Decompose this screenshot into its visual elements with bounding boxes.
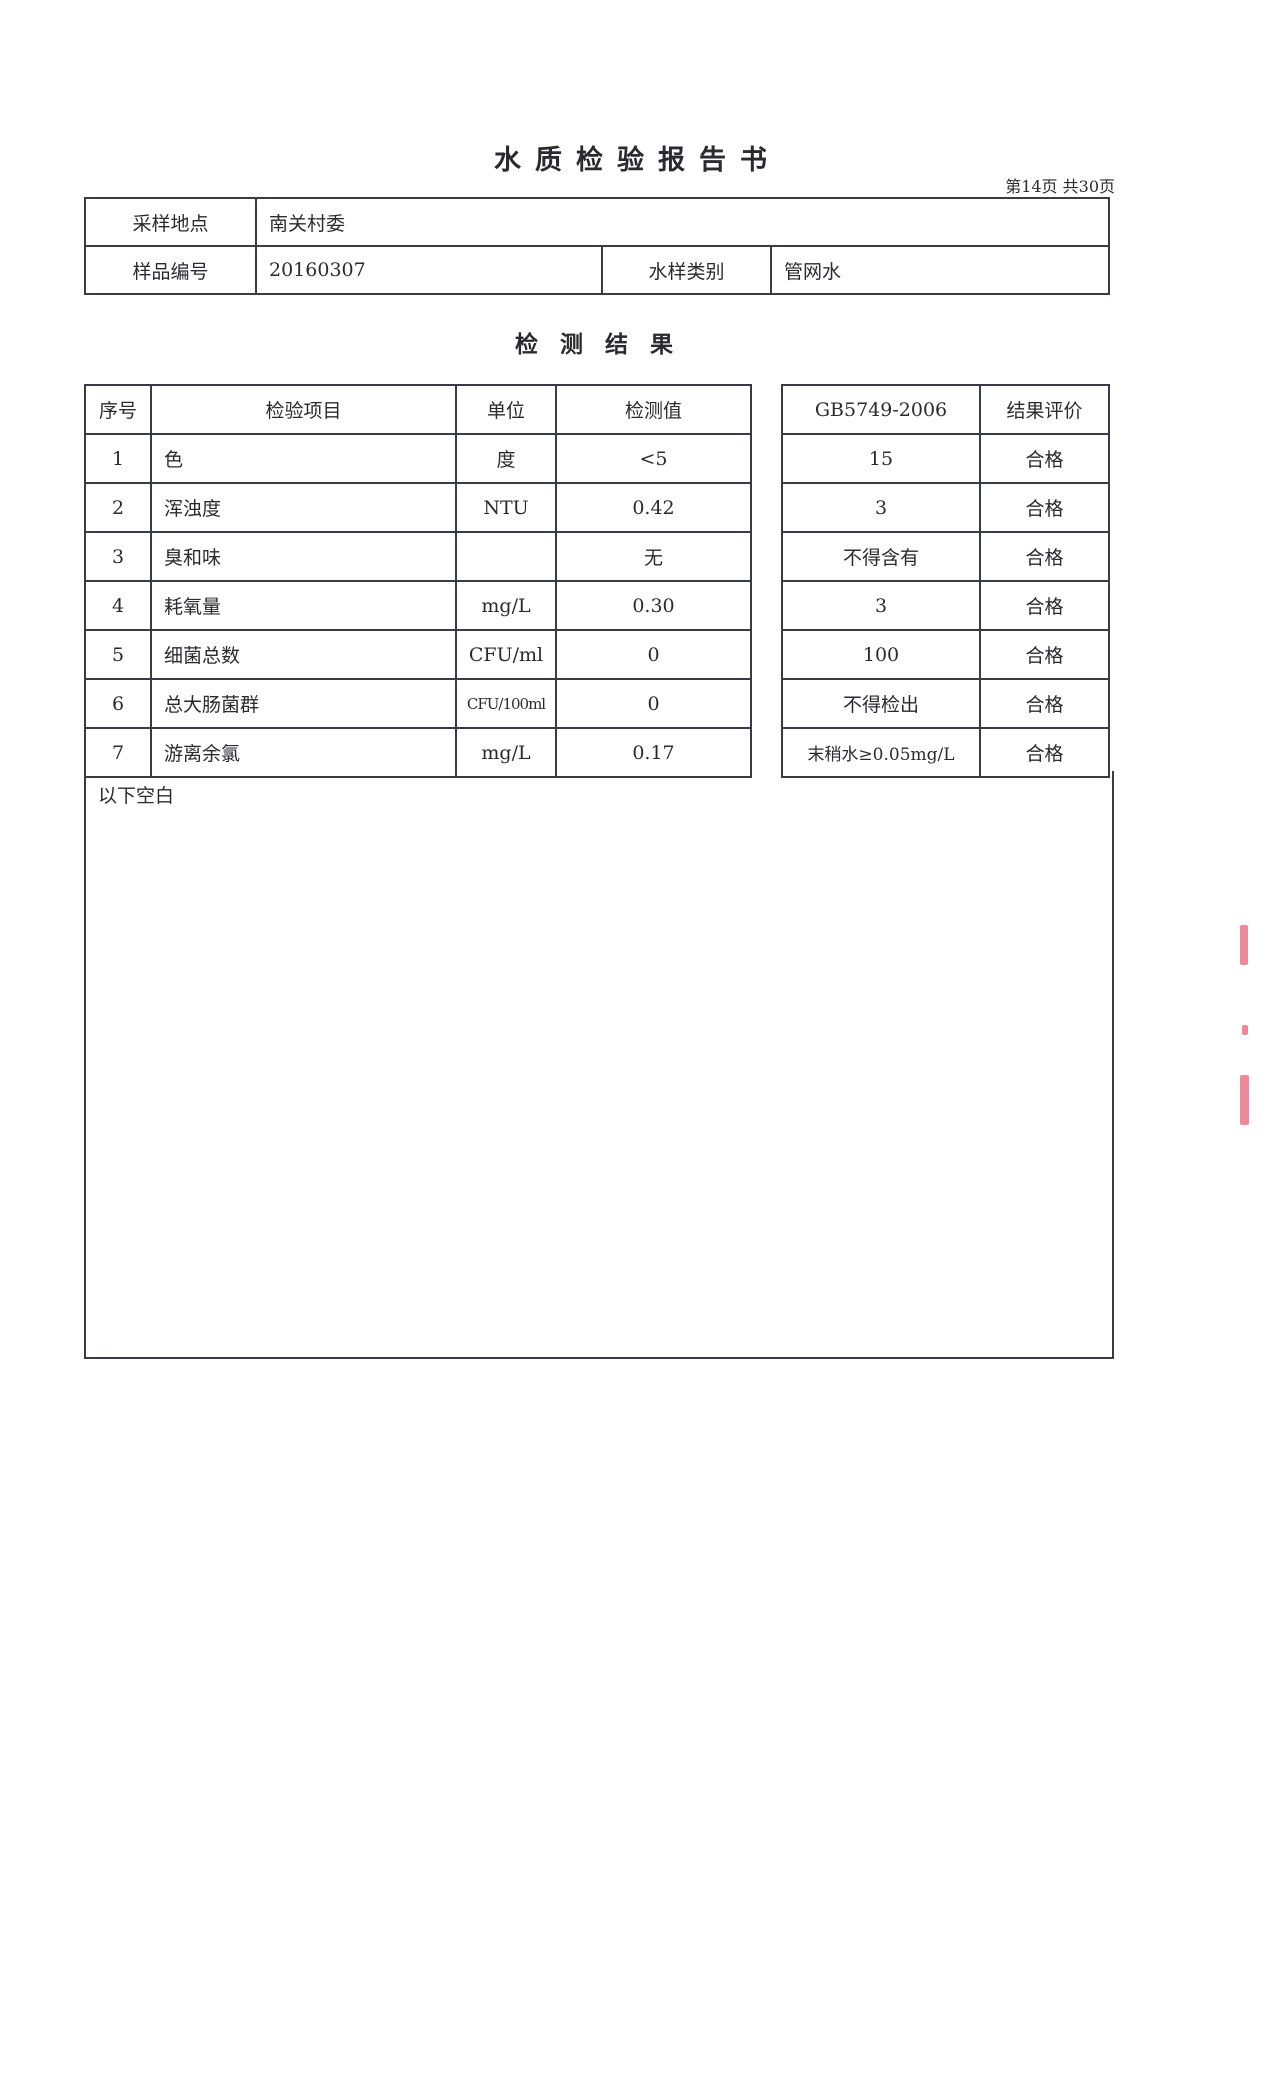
row-no: 3 bbox=[84, 531, 152, 582]
row-unit: mg/L bbox=[455, 727, 557, 778]
sample-info-table: 采样地点 南关村委 样品编号 20160307 水样类别 管网水 bbox=[84, 197, 1110, 295]
row-no: 7 bbox=[84, 727, 152, 778]
row-value: 0 bbox=[555, 678, 752, 729]
header-no: 序号 bbox=[84, 384, 152, 435]
water-type: 管网水 bbox=[770, 245, 1110, 295]
row-item: 细菌总数 bbox=[150, 629, 457, 680]
row-unit: mg/L bbox=[455, 580, 557, 631]
table-row: 2 浑浊度 NTU 0.42 3 合格 bbox=[84, 482, 1110, 533]
column-gap bbox=[750, 581, 783, 630]
sample-id: 20160307 bbox=[255, 245, 603, 295]
column-gap bbox=[750, 532, 783, 581]
row-standard: 3 bbox=[781, 580, 981, 631]
row-no: 6 bbox=[84, 678, 152, 729]
info-row: 采样地点 南关村委 bbox=[84, 197, 1110, 247]
row-result: 合格 bbox=[979, 678, 1110, 729]
stamp-fragment bbox=[1242, 1025, 1248, 1035]
row-unit bbox=[455, 531, 557, 582]
table-row: 7 游离余氯 mg/L 0.17 末稍水≥0.05mg/L 合格 bbox=[84, 727, 1110, 778]
table-row: 3 臭和味 无不得含有 合格 bbox=[84, 531, 1110, 582]
row-unit: 度 bbox=[455, 433, 557, 484]
row-item: 总大肠菌群 bbox=[150, 678, 457, 729]
table-row: 5 细菌总数 CFU/ml 0 100 合格 bbox=[84, 629, 1110, 680]
column-gap bbox=[750, 728, 783, 777]
column-gap bbox=[750, 385, 783, 434]
table-row: 6 总大肠菌群 CFU/100ml 0 不得检出 合格 bbox=[84, 678, 1110, 729]
row-item: 浑浊度 bbox=[150, 482, 457, 533]
row-standard: 不得检出 bbox=[781, 678, 981, 729]
row-no: 5 bbox=[84, 629, 152, 680]
row-standard: 3 bbox=[781, 482, 981, 533]
column-gap bbox=[750, 434, 783, 483]
header-value: 检测值 bbox=[555, 384, 752, 435]
row-standard: 末稍水≥0.05mg/L bbox=[781, 727, 981, 778]
info-row: 样品编号 20160307 水样类别 管网水 bbox=[84, 245, 1110, 295]
stamp-fragment bbox=[1240, 1075, 1249, 1125]
row-value: 无 bbox=[555, 531, 752, 582]
row-unit: NTU bbox=[455, 482, 557, 533]
row-standard: 不得含有 bbox=[781, 531, 981, 582]
row-item: 色 bbox=[150, 433, 457, 484]
page-number: 第14页 共30页 bbox=[1005, 177, 1115, 196]
row-no: 1 bbox=[84, 433, 152, 484]
row-value: 0.42 bbox=[555, 482, 752, 533]
row-standard: 100 bbox=[781, 629, 981, 680]
row-item: 游离余氯 bbox=[150, 727, 457, 778]
table-row: 1 色度 <5 15 合格 bbox=[84, 433, 1110, 484]
row-no: 4 bbox=[84, 580, 152, 631]
column-gap bbox=[750, 679, 783, 728]
row-result: 合格 bbox=[979, 482, 1110, 533]
row-item: 耗氧量 bbox=[150, 580, 457, 631]
row-result: 合格 bbox=[979, 433, 1110, 484]
blank-area: 以下空白 bbox=[84, 771, 1114, 1359]
row-no: 2 bbox=[84, 482, 152, 533]
row-result: 合格 bbox=[979, 629, 1110, 680]
results-header-row: 序号 检验项目 单位 检测值 GB5749-2006 结果评价 bbox=[84, 384, 1110, 435]
sample-id-label: 样品编号 bbox=[84, 245, 257, 295]
sampling-location-label: 采样地点 bbox=[84, 197, 257, 247]
row-value: 0.17 bbox=[555, 727, 752, 778]
row-standard: 15 bbox=[781, 433, 981, 484]
row-item: 臭和味 bbox=[150, 531, 457, 582]
row-value: <5 bbox=[555, 433, 752, 484]
header-item: 检验项目 bbox=[150, 384, 457, 435]
blank-note: 以下空白 bbox=[98, 785, 175, 807]
column-gap bbox=[750, 630, 783, 679]
header-standard: GB5749-2006 bbox=[781, 384, 981, 435]
row-value: 0.30 bbox=[555, 580, 752, 631]
table-row: 4 耗氧量 mg/L 0.30 3 合格 bbox=[84, 580, 1110, 631]
report-title: 水质检验报告书 bbox=[494, 145, 781, 176]
row-result: 合格 bbox=[979, 580, 1110, 631]
row-unit: CFU/100ml bbox=[455, 678, 557, 729]
sampling-location: 南关村委 bbox=[255, 197, 1110, 247]
row-result: 合格 bbox=[979, 727, 1110, 778]
results-table: 序号 检验项目 单位 检测值 GB5749-2006 结果评价 1 色度 <5 15 合… bbox=[84, 384, 1110, 778]
water-type-label: 水样类别 bbox=[601, 245, 772, 295]
header-result: 结果评价 bbox=[979, 384, 1110, 435]
section-title: 检测结果 bbox=[515, 332, 695, 358]
row-unit: CFU/ml bbox=[455, 629, 557, 680]
row-result: 合格 bbox=[979, 531, 1110, 582]
row-value: 0 bbox=[555, 629, 752, 680]
stamp-fragment bbox=[1240, 925, 1248, 965]
column-gap bbox=[750, 483, 783, 532]
header-unit: 单位 bbox=[455, 384, 557, 435]
